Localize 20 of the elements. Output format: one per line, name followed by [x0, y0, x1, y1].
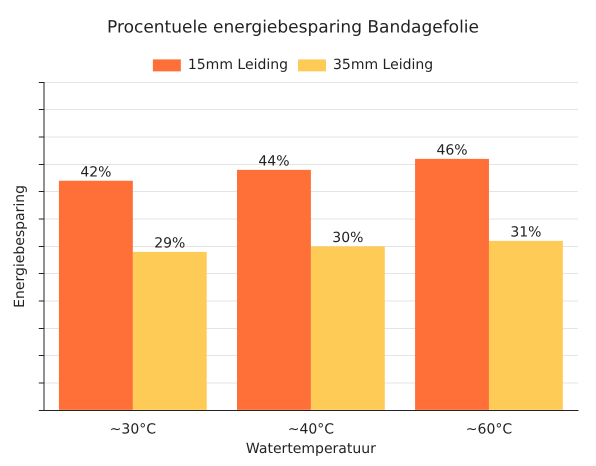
x-tick-label: ~30°C	[110, 421, 156, 438]
bar	[488, 240, 563, 410]
bar	[58, 180, 133, 410]
chart-title: Procentuele energiebesparing Bandagefolie	[107, 18, 479, 38]
data-label: 30%	[332, 230, 364, 246]
x-axis-title: Watertemperatuur	[246, 441, 376, 458]
bar	[415, 158, 489, 410]
data-label: 42%	[80, 164, 112, 180]
data-label: 46%	[436, 142, 468, 159]
y-axis-title: Energiebesparing	[12, 184, 28, 308]
legend-label: 35mm Leiding	[333, 57, 434, 74]
x-tick-label: ~60°C	[466, 421, 512, 438]
bar	[237, 170, 311, 410]
data-label: 31%	[510, 224, 542, 241]
data-label: 29%	[154, 236, 186, 252]
bar	[310, 246, 385, 410]
legend-label: 15mm Leiding	[188, 57, 288, 74]
x-tick-label: ~40°C	[288, 421, 334, 438]
data-label: 44%	[258, 154, 290, 170]
bar	[132, 252, 207, 410]
